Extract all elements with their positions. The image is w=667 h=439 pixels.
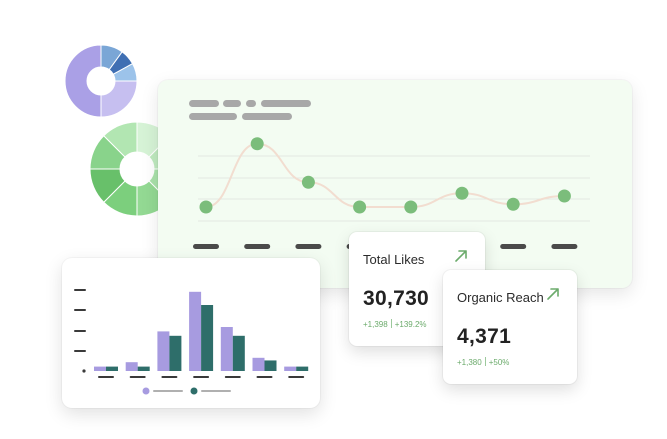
x-tick-label-placeholder	[288, 376, 305, 378]
data-point	[353, 200, 367, 214]
title-placeholder	[223, 100, 241, 107]
bar	[94, 366, 106, 371]
series-line	[205, 142, 565, 208]
x-tick-label-placeholder	[193, 244, 219, 249]
x-tick-label-placeholder	[256, 376, 273, 378]
organic-reach-delta-pct: +50%	[488, 358, 510, 367]
organic-reach-title: Organic Reach	[457, 290, 544, 305]
pie-slice	[100, 80, 138, 118]
line-chart	[193, 137, 590, 249]
y-tick-label-placeholder	[74, 330, 86, 332]
legend-label-placeholder	[153, 390, 183, 392]
bar	[137, 366, 150, 371]
x-tick-label-placeholder	[129, 376, 146, 378]
subtitle-placeholder	[242, 113, 292, 120]
subtitle-placeholder	[189, 113, 237, 120]
title-placeholder	[246, 100, 256, 107]
organic-reach-delta: +1,380 +50%	[457, 357, 509, 367]
bar	[189, 291, 202, 371]
organic-reach-delta-abs: +1,380	[457, 358, 482, 367]
data-point	[199, 200, 213, 214]
x-tick-label-placeholder	[224, 376, 241, 378]
donut-purple-svg	[64, 44, 138, 118]
x-tick-label-placeholder	[551, 244, 578, 249]
bar	[284, 366, 297, 371]
bar	[232, 335, 245, 371]
organic-reach-card[interactable]: Organic Reach 4,371 +1,380 +50%	[443, 270, 577, 384]
title-placeholder	[261, 100, 311, 107]
total-likes-delta-pct: +139.2%	[394, 320, 427, 329]
total-likes-value: 30,730	[363, 287, 430, 310]
bar	[106, 366, 118, 371]
delta-separator	[484, 357, 486, 366]
pie-slice	[64, 44, 102, 118]
total-likes-delta: +1,398 +139.2%	[363, 319, 427, 329]
data-point	[506, 197, 520, 211]
x-tick-label-placeholder	[295, 244, 322, 249]
title-placeholder	[189, 100, 219, 107]
bar	[252, 357, 265, 371]
delta-separator	[390, 319, 392, 328]
bar-chart	[74, 289, 309, 395]
bar	[125, 362, 138, 371]
bar	[169, 335, 182, 371]
y-tick-label-placeholder	[74, 289, 86, 291]
y-tick-label-placeholder	[74, 309, 86, 311]
arrow-up-right-icon	[455, 250, 467, 262]
x-tick-label-placeholder	[98, 376, 114, 378]
pie-slice	[103, 121, 138, 158]
data-point	[250, 137, 264, 151]
x-tick-label-placeholder	[161, 376, 178, 378]
data-point	[301, 175, 315, 189]
data-point	[557, 189, 571, 203]
bar	[220, 327, 233, 371]
legend-swatch	[142, 387, 150, 395]
data-point	[455, 186, 469, 200]
arrow-up-right-icon	[547, 288, 559, 300]
total-likes-title: Total Likes	[363, 252, 425, 267]
legend-label-placeholder	[201, 390, 231, 392]
donut-chart-purple	[62, 42, 140, 120]
bar-chart-card	[62, 258, 320, 408]
organic-reach-value: 4,371	[457, 325, 512, 348]
data-point	[404, 200, 418, 214]
y-tick-label-placeholder	[74, 350, 86, 352]
bar	[157, 331, 170, 371]
total-likes-delta-abs: +1,398	[363, 320, 388, 329]
x-tick-label-placeholder	[193, 376, 210, 378]
legend-swatch	[190, 387, 198, 395]
bar	[296, 366, 309, 371]
y-tick-label-placeholder	[82, 369, 86, 373]
bar	[264, 360, 277, 371]
x-tick-label-placeholder	[500, 244, 527, 249]
bar	[201, 305, 214, 371]
x-tick-label-placeholder	[244, 244, 271, 249]
